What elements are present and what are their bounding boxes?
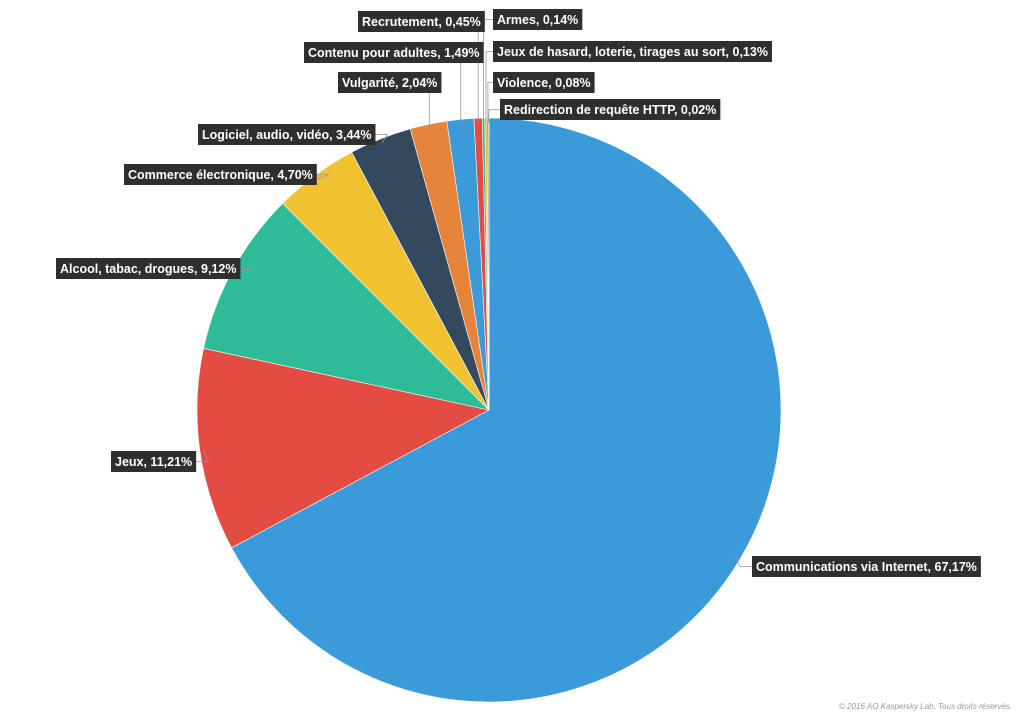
label-text: Violence, 0,08% xyxy=(497,76,591,90)
label-text: Jeux, 11,21% xyxy=(115,455,192,469)
label-background xyxy=(56,258,241,279)
label-text: Commerce électronique, 4,70% xyxy=(128,168,313,182)
label-text: Redirection de requête HTTP, 0,02% xyxy=(504,103,716,117)
slice-label-jeux-de-hasard: Jeux de hasard, loterie, tirages au sort… xyxy=(493,41,772,62)
slice-label-alcool: Alcool, tabac, drogues, 9,12% xyxy=(56,258,241,279)
slice-label-contenu-pour-adultes: Contenu pour adultes, 1,49% xyxy=(304,42,484,63)
label-background xyxy=(198,124,376,145)
label-background xyxy=(111,451,197,472)
label-text: Armes, 0,14% xyxy=(497,13,578,27)
label-text: Contenu pour adultes, 1,49% xyxy=(308,46,480,60)
label-background xyxy=(493,9,583,30)
leader-line-logiciel xyxy=(375,134,389,144)
label-background xyxy=(752,556,981,577)
copyright-notice: © 2016 AO Kaspersky Lab. Tous droits rés… xyxy=(839,702,1012,711)
slice-label-redirection-de-requete-http: Redirection de requête HTTP, 0,02% xyxy=(500,99,721,120)
leader-line-contenu-pour-adultes xyxy=(460,52,484,124)
pie-slice-jeux xyxy=(196,347,490,549)
slice-label-violence: Violence, 0,08% xyxy=(493,72,595,93)
slice-labels: Communications via Internet, 67,17% Jeux,… xyxy=(56,9,981,577)
slice-label-armes: Armes, 0,14% xyxy=(493,9,583,30)
label-text: Recrutement, 0,45% xyxy=(362,15,481,29)
label-background xyxy=(358,11,485,32)
label-text: Alcool, tabac, drogues, 9,12% xyxy=(60,262,236,276)
leader-line-commerce-electronique xyxy=(316,174,329,180)
leader-line-alcool xyxy=(236,268,253,273)
leader-line-jeux xyxy=(196,449,209,462)
label-text: Vulgarité, 2,04% xyxy=(342,76,437,90)
label-background xyxy=(493,72,595,93)
label-background xyxy=(338,72,442,93)
label-background xyxy=(124,164,317,185)
pie-slice-communications-via-internet xyxy=(231,117,782,703)
slice-label-communications-via-internet: Communications via Internet, 67,17% xyxy=(752,556,981,577)
label-text: Jeux de hasard, loterie, tirages au sort… xyxy=(497,45,768,59)
slice-label-recrutement: Recrutement, 0,45% xyxy=(358,11,485,32)
leader-line-communications-via-internet xyxy=(735,557,752,567)
label-background xyxy=(493,41,772,62)
slice-label-jeux: Jeux, 11,21% xyxy=(111,451,197,472)
pie-slices xyxy=(196,117,782,703)
label-background xyxy=(304,42,484,63)
label-text: Logiciel, audio, vidéo, 3,44% xyxy=(202,128,372,142)
label-background xyxy=(500,99,721,120)
slice-label-vulgarite: Vulgarité, 2,04% xyxy=(338,72,442,93)
label-text: Communications via Internet, 67,17% xyxy=(756,560,977,574)
slice-label-commerce-electronique: Commerce électronique, 4,70% xyxy=(124,164,317,185)
slice-label-logiciel: Logiciel, audio, vidéo, 3,44% xyxy=(198,124,376,145)
